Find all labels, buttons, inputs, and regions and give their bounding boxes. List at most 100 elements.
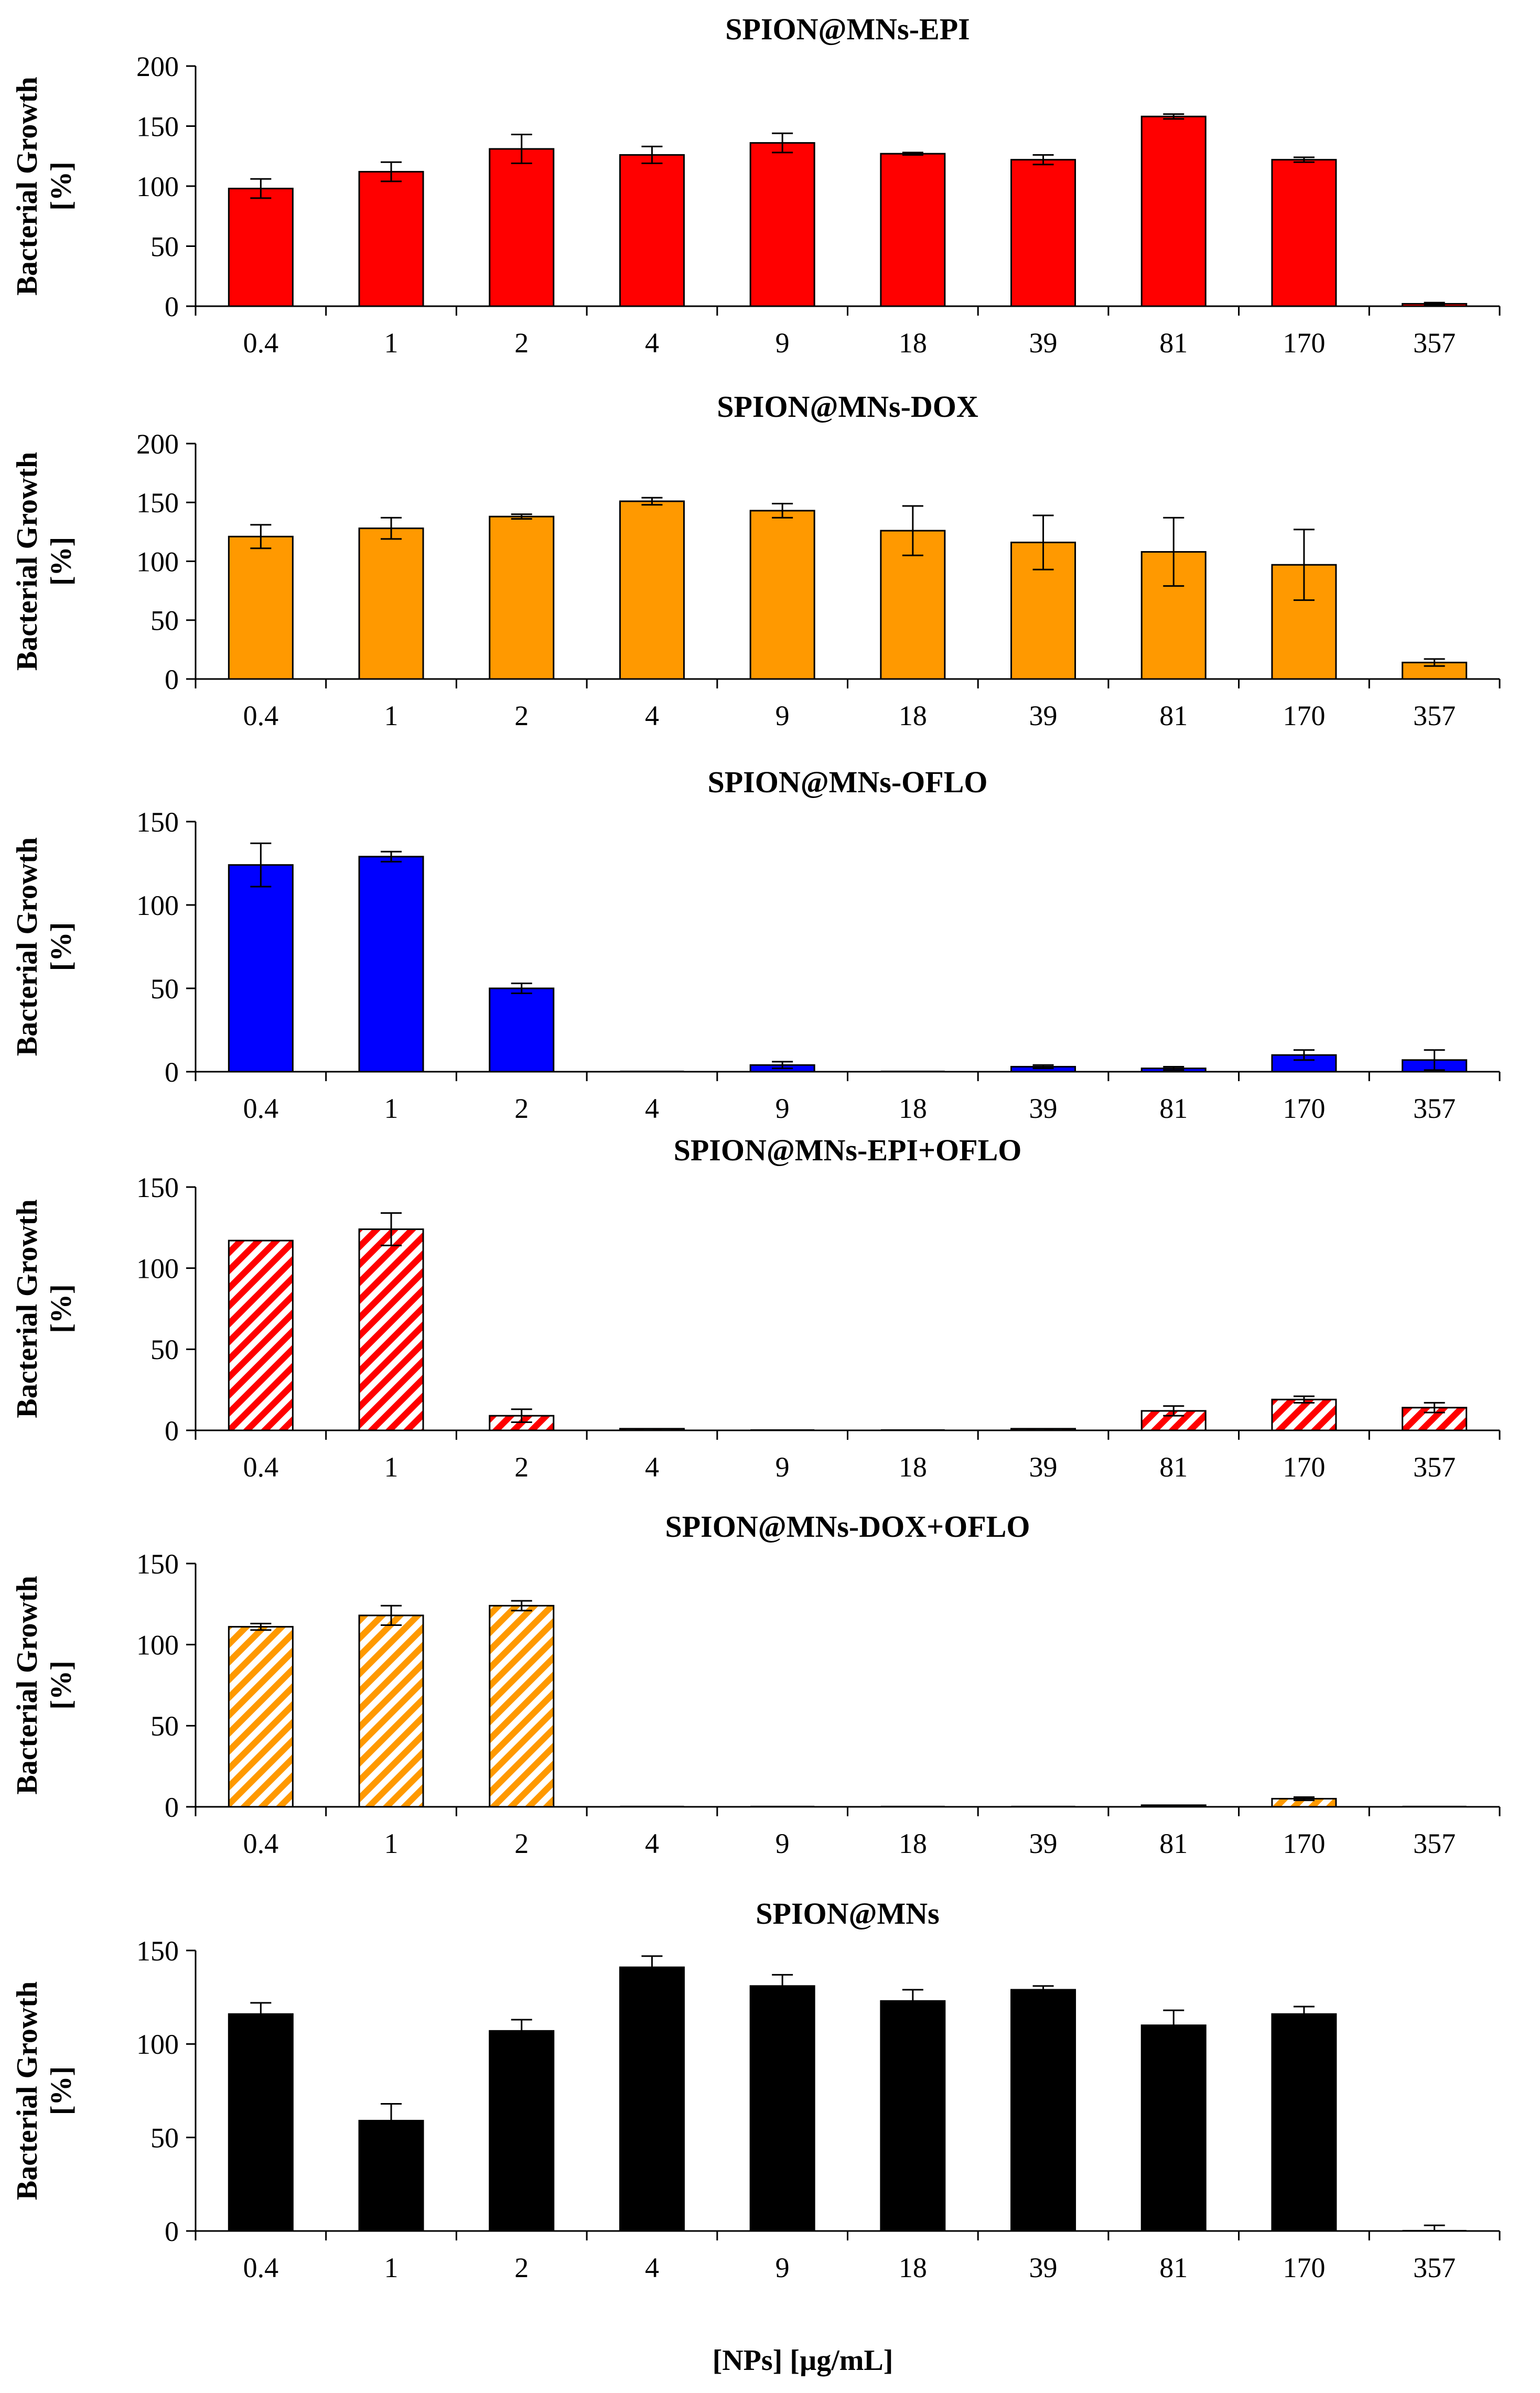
- x-tick-label: 0.4: [243, 2252, 279, 2283]
- bar: [1271, 2013, 1337, 2232]
- chart-title: SPION@MNs-DOX+OFLO: [665, 1510, 1030, 1544]
- y-axis-label: Bacterial Growth: [11, 452, 44, 671]
- chart-panel-5: SPION@MNs-DOX+OFLO Bacterial Growth [%] 0 50…: [11, 1510, 1501, 1859]
- y-tick-label: 0: [165, 1415, 179, 1447]
- x-tick-label: 0.4: [243, 700, 279, 731]
- y-axis-label-unit: [%]: [45, 161, 78, 210]
- y-tick-label: 50: [150, 1710, 179, 1742]
- y-tick-label: 50: [150, 1334, 179, 1365]
- y-tick-label: 0: [165, 2216, 179, 2247]
- chart-panel-1: SPION@MNs-EPI Bacterial Growth [%] 0 50 100 15…: [11, 12, 1501, 359]
- bar: [228, 535, 294, 680]
- y-axis-label-unit: [%]: [45, 1284, 78, 1333]
- x-tick-label: 81: [1159, 327, 1188, 359]
- x-tick-label: 18: [899, 327, 927, 359]
- x-tick-label: 4: [645, 700, 659, 731]
- y-axis-label-unit: [%]: [45, 1661, 78, 1709]
- bar: [489, 515, 555, 680]
- y-tick-label: 100: [136, 2029, 179, 2060]
- x-tick-label: 39: [1029, 1451, 1058, 1483]
- x-tick-label: 357: [1413, 1828, 1456, 1859]
- x-tick-label: 18: [899, 700, 927, 731]
- chart-title: SPION@MNs: [756, 1896, 939, 1931]
- y-axis-label-unit: [%]: [45, 922, 78, 971]
- chart-title: SPION@MNs-EPI+OFLO: [674, 1133, 1022, 1167]
- x-tick-label: 0.4: [243, 1451, 279, 1483]
- bar: [1010, 159, 1076, 307]
- y-axis-label-unit: [%]: [45, 537, 78, 586]
- x-tick-label: 39: [1029, 327, 1058, 359]
- x-tick-label: 2: [514, 327, 529, 359]
- chart-panel-2: SPION@MNs-DOX Bacterial Growth [%] 0 50 100 15…: [11, 390, 1501, 731]
- x-tick-label: 9: [776, 700, 790, 731]
- x-tick-label: 18: [899, 1828, 927, 1859]
- chart-title: SPION@MNs-EPI: [725, 12, 970, 46]
- x-tick-label: 9: [776, 1451, 790, 1483]
- y-tick-label: 150: [136, 111, 179, 142]
- x-tick-label: 39: [1029, 1828, 1058, 1859]
- bar: [228, 188, 294, 307]
- x-tick-label: 357: [1413, 327, 1456, 359]
- bar: [228, 1239, 294, 1431]
- y-tick-label: 100: [136, 1253, 179, 1285]
- common-x-axis-label: [NPs] [µg/mL]: [713, 2344, 893, 2377]
- x-tick-label: 4: [645, 2252, 659, 2283]
- bar: [1010, 1989, 1076, 2232]
- x-tick-label: 4: [645, 1451, 659, 1483]
- bar: [619, 1966, 685, 2232]
- bar: [358, 856, 424, 1073]
- bar: [489, 1604, 555, 1808]
- bar: [749, 510, 815, 680]
- y-tick-label: 100: [136, 1630, 179, 1661]
- bar: [228, 2013, 294, 2232]
- bar: [749, 142, 815, 307]
- chart-panel-6: SPION@MNs Bacterial Growth [%] 0 50 100 150 0.4…: [11, 1896, 1501, 2283]
- x-tick-label: 357: [1413, 700, 1456, 731]
- x-tick-label: 357: [1413, 2252, 1456, 2283]
- x-tick-label: 170: [1283, 1093, 1325, 1124]
- x-tick-label: 170: [1283, 1451, 1325, 1483]
- x-tick-label: 18: [899, 2252, 927, 2283]
- x-tick-label: 1: [384, 327, 399, 359]
- x-tick-label: 1: [384, 1451, 399, 1483]
- y-tick-label: 50: [150, 973, 179, 1005]
- y-axis-label: Bacterial Growth: [11, 77, 44, 295]
- x-tick-label: 1: [384, 1093, 399, 1124]
- bar: [358, 1614, 424, 1808]
- y-tick-label: 150: [136, 1172, 179, 1203]
- y-tick-label: 50: [150, 605, 179, 637]
- chart-panel-4: SPION@MNs-EPI+OFLO Bacterial Growth [%] 0 50…: [11, 1133, 1501, 1483]
- bar: [489, 148, 555, 307]
- x-tick-label: 0.4: [243, 1093, 279, 1124]
- bar: [489, 2030, 555, 2232]
- y-axis-label: Bacterial Growth: [11, 1199, 44, 1418]
- bar: [228, 1626, 294, 1808]
- x-tick-label: 2: [514, 2252, 529, 2283]
- bar: [358, 171, 424, 307]
- x-tick-label: 170: [1283, 1828, 1325, 1859]
- x-tick-label: 170: [1283, 700, 1325, 731]
- x-tick-label: 1: [384, 1828, 399, 1859]
- x-tick-label: 2: [514, 1828, 529, 1859]
- chart-panel-3: SPION@MNs-OFLO Bacterial Growth [%] 0 50 100 1…: [11, 765, 1501, 1124]
- x-tick-label: 2: [514, 1451, 529, 1483]
- y-tick-label: 150: [136, 1935, 179, 1967]
- y-tick-label: 150: [136, 806, 179, 838]
- y-axis-label-unit: [%]: [45, 2066, 78, 2115]
- x-tick-label: 9: [776, 327, 790, 359]
- x-tick-label: 0.4: [243, 1828, 279, 1859]
- x-tick-label: 4: [645, 327, 659, 359]
- x-tick-label: 18: [899, 1093, 927, 1124]
- bar: [489, 987, 555, 1073]
- x-tick-label: 1: [384, 700, 399, 731]
- y-tick-label: 50: [150, 2122, 179, 2154]
- x-tick-label: 1: [384, 2252, 399, 2283]
- x-tick-label: 39: [1029, 1093, 1058, 1124]
- y-tick-label: 200: [136, 428, 179, 460]
- y-tick-label: 150: [136, 487, 179, 519]
- bar: [358, 527, 424, 680]
- x-tick-label: 18: [899, 1451, 927, 1483]
- y-tick-label: 0: [165, 1792, 179, 1823]
- x-tick-label: 9: [776, 1828, 790, 1859]
